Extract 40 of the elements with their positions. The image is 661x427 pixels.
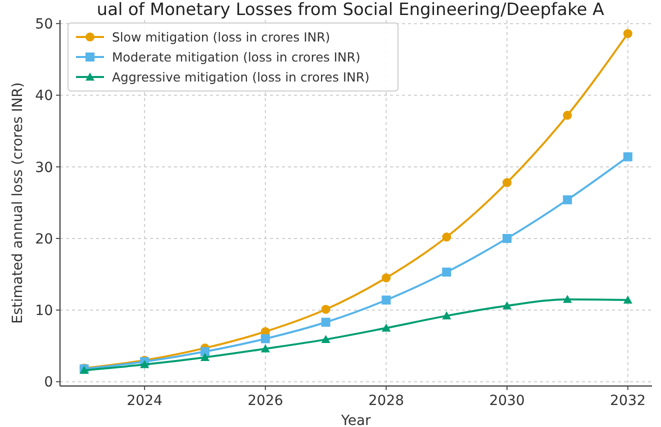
- point: [321, 318, 330, 327]
- x-tick-label: 2026: [248, 393, 284, 409]
- x-tick-label: 2028: [368, 393, 404, 409]
- point: [562, 110, 572, 120]
- legend-label: Aggressive mitigation (loss in crores INR): [112, 70, 370, 84]
- point: [623, 152, 632, 162]
- point: [442, 311, 452, 320]
- x-tick-label: 2032: [610, 393, 646, 409]
- point: [382, 323, 391, 332]
- x-tick-label: 2030: [489, 393, 525, 409]
- y-tick-label: 0: [44, 374, 53, 391]
- point: [140, 360, 150, 368]
- point: [623, 29, 632, 38]
- point: [562, 294, 572, 303]
- y-tick-label: 10: [35, 303, 53, 320]
- point: [502, 234, 512, 243]
- point: [382, 296, 391, 305]
- point: [562, 195, 572, 204]
- point: [623, 296, 632, 304]
- point: [382, 273, 391, 282]
- chart-title: ual of Monetary Losses from Social Engineering/Deepfake A: [96, 0, 605, 20]
- y-tick-label: 30: [35, 160, 53, 176]
- point: [321, 304, 330, 314]
- point: [200, 352, 210, 361]
- y-axis-title: Estimated annual loss (crores INR): [10, 82, 26, 324]
- point: [260, 344, 270, 352]
- y-tick-label: 40: [35, 88, 53, 104]
- point: [200, 347, 210, 356]
- point: [442, 268, 452, 277]
- y-tick-label: 50: [35, 16, 53, 33]
- x-axis-title: Year: [340, 413, 372, 427]
- point: [502, 301, 512, 310]
- point: [260, 334, 270, 344]
- y-tick-label: 20: [35, 231, 53, 248]
- point: [502, 178, 512, 188]
- point: [442, 232, 452, 242]
- legend-label: Slow mitigation (loss in crores INR): [112, 30, 330, 44]
- point: [321, 334, 330, 344]
- x-tick-label: 2024: [126, 393, 162, 409]
- legend-label: Moderate mitigation (loss in crores INR): [112, 50, 360, 64]
